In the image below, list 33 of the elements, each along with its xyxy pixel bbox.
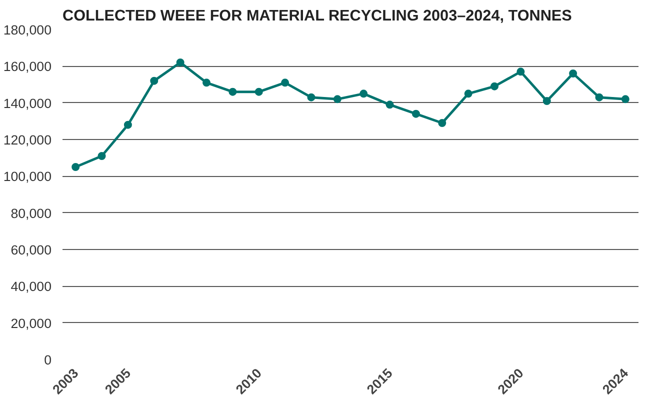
point xyxy=(569,70,578,78)
point xyxy=(464,90,472,98)
y-tick-label: 20,000 xyxy=(10,316,52,331)
y-tick-label: 0 xyxy=(44,352,52,368)
point xyxy=(202,78,210,87)
point xyxy=(386,100,394,109)
point xyxy=(254,88,263,96)
point xyxy=(621,95,630,104)
y-tick-label: 180,000 xyxy=(3,22,52,38)
y-tick-label: 60,000 xyxy=(10,242,52,258)
point xyxy=(98,152,106,160)
y-tick-label: 160,000 xyxy=(3,59,52,74)
point xyxy=(595,93,604,102)
point xyxy=(333,95,342,104)
y-tick-label: 80,000 xyxy=(10,206,52,221)
point xyxy=(360,90,368,98)
point xyxy=(150,76,158,85)
point xyxy=(281,78,290,87)
y-tick-label: 120,000 xyxy=(3,132,52,148)
y-tick-label: 100,000 xyxy=(3,169,52,184)
point xyxy=(176,58,184,66)
point xyxy=(72,163,80,171)
point xyxy=(228,88,237,96)
point xyxy=(438,119,446,127)
chart-title: COLLECTED WEEE FOR MATERIAL RECYCLING 2003–2024, TONNES xyxy=(62,8,572,24)
point xyxy=(307,93,316,102)
point xyxy=(490,82,498,90)
point xyxy=(412,110,420,118)
point xyxy=(124,120,132,129)
point xyxy=(542,97,551,105)
point xyxy=(516,68,525,76)
y-tick-label: 40,000 xyxy=(10,279,52,294)
y-tick-label: 140,000 xyxy=(3,96,52,111)
